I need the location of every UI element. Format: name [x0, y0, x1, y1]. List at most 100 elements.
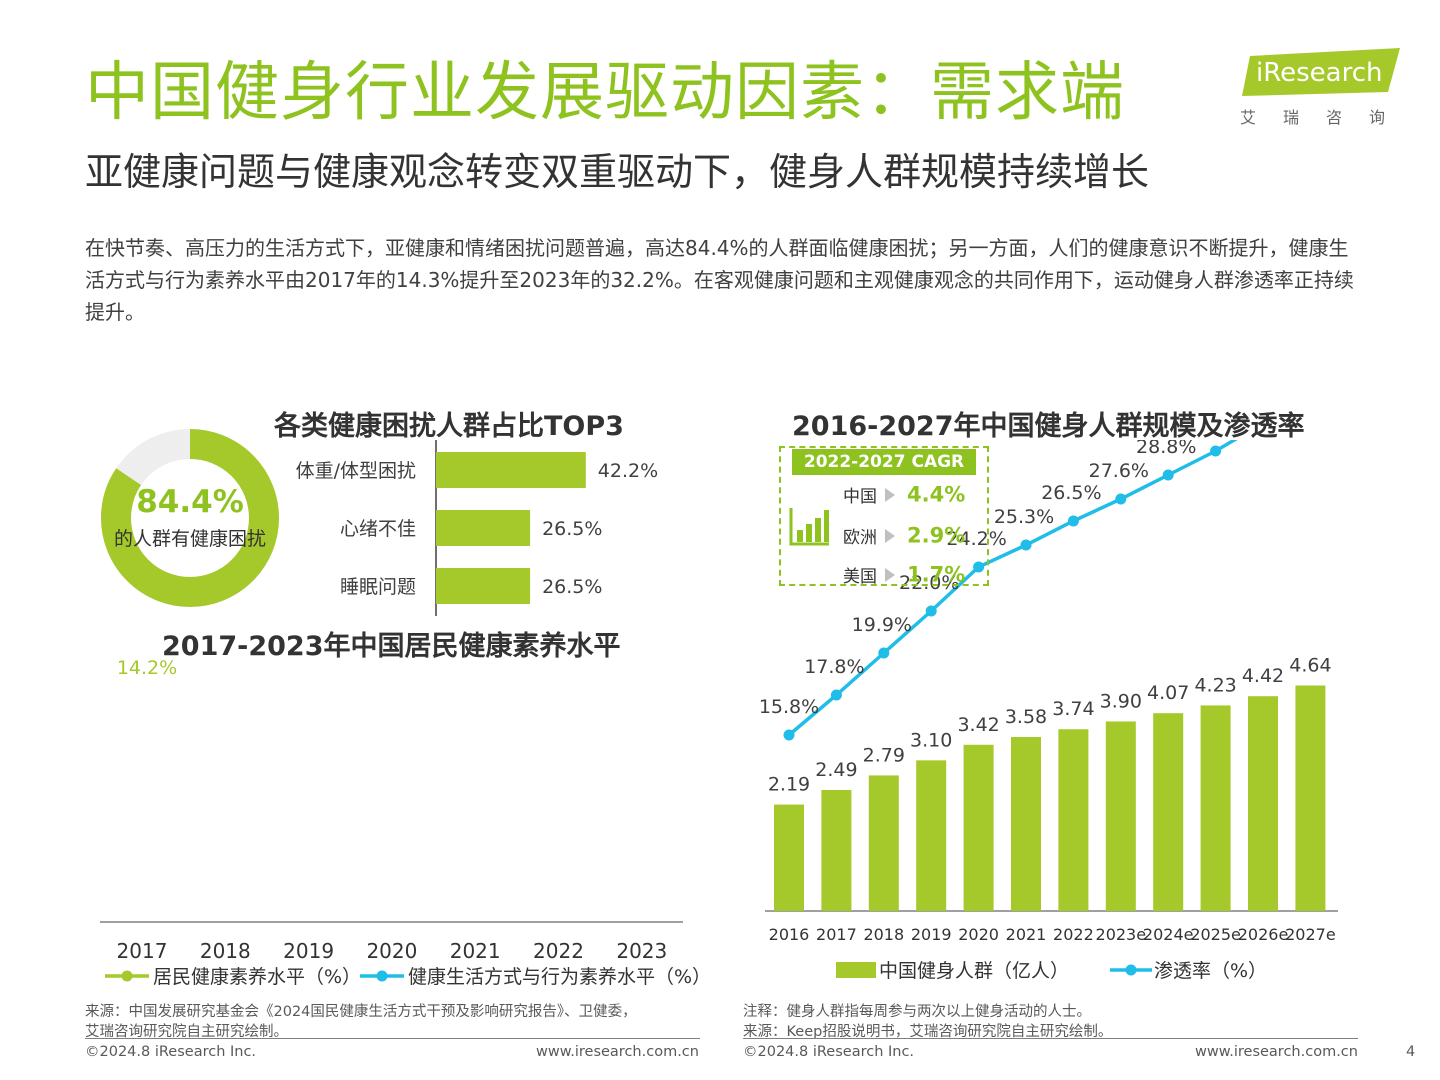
- penetration-label: 24.2%: [946, 528, 1006, 550]
- bar-value-label: 4.07: [1147, 682, 1189, 704]
- x-tick-label: 2019: [283, 939, 334, 963]
- x-tick-label: 2023: [616, 939, 667, 963]
- triangle-right-icon: [885, 567, 895, 582]
- x-tick-label: 2020: [366, 939, 417, 963]
- penetration-point: [925, 605, 937, 617]
- x-tick-label: 2019: [911, 925, 952, 944]
- literacy-chart-title: 2017-2023年中国居民健康素养水平: [162, 631, 621, 662]
- source-line: 注释：健身人群指每周参与两次以上健身活动的人士。: [743, 1004, 1091, 1020]
- legend-label: 健康生活方式与行为素养水平（%）: [408, 966, 700, 988]
- fitness-population-bar: [1295, 685, 1326, 911]
- legend-label: 居民健康素养水平（%）: [153, 966, 361, 988]
- bar-value-label: 26.5%: [542, 576, 602, 598]
- cagr-box: 2022-2027 CAGR 中国 4.4% 欧洲 2.9% 美国 1.7%: [779, 446, 989, 587]
- x-tick-label: 2023e: [1096, 925, 1147, 944]
- x-tick-label: 2026e: [1238, 925, 1289, 944]
- footer-divider: [743, 1038, 1358, 1039]
- x-tick-label: 2022: [1053, 925, 1094, 944]
- cagr-region: 欧洲: [843, 528, 877, 548]
- penetration-point: [1210, 445, 1222, 457]
- fitness-population-bar: [916, 760, 947, 911]
- donut-value: 84.4%: [136, 484, 244, 520]
- logo-banner-icon: [1242, 48, 1400, 96]
- fitness-population-bar: [821, 789, 852, 911]
- fitness-chart-title: 2016-2027年中国健身人群规模及渗透率: [792, 411, 1305, 442]
- legend-label: 中国健身人群（亿人）: [879, 960, 1069, 982]
- bar-value-label: 4.23: [1194, 674, 1236, 696]
- copyright: ©2024.8 iResearch Inc.: [743, 1044, 915, 1060]
- x-tick-label: 2018: [863, 925, 904, 944]
- cagr-value: 1.7%: [907, 562, 966, 587]
- source-line: 来源：中国发展研究基金会《2024国民健康生活方式干预及影响研究报告》、卫健委，: [85, 1004, 637, 1020]
- penetration-point: [1115, 493, 1127, 505]
- bar-value-label: 3.10: [910, 729, 952, 751]
- page-number: 4: [1406, 1044, 1416, 1060]
- health-issue-bar: [436, 568, 531, 604]
- legend-marker: [376, 970, 388, 982]
- triangle-right-icon: [885, 487, 895, 502]
- website-link[interactable]: www.iresearch.com.cn: [536, 1044, 699, 1060]
- bar-value-label: 3.58: [1005, 706, 1047, 728]
- bar-value-label: 4.42: [1242, 665, 1284, 687]
- page-subtitle: 亚健康问题与健康观念转变双重驱动下，健身人群规模持续增长: [85, 150, 1150, 194]
- health-issue-bar: [436, 510, 531, 546]
- penetration-label: 28.8%: [1136, 440, 1196, 458]
- x-tick-label: 2021: [1006, 925, 1047, 944]
- penetration-label: 25.3%: [994, 506, 1054, 528]
- bar-category-label: 体重/体型困扰: [296, 460, 416, 482]
- x-tick-label: 2020: [958, 925, 999, 944]
- cagr-title: 2022-2027 CAGR: [792, 449, 976, 475]
- source-note-right: 注释：健身人群指每周参与两次以上健身活动的人士。 来源：Keep招股说明书，艾瑞…: [743, 1002, 1112, 1042]
- donut-main-slice: [101, 429, 279, 607]
- page-title: 中国健身行业发展驱动因素：需求端: [85, 56, 1125, 130]
- penetration-point: [1020, 539, 1032, 551]
- penetration-label: 17.8%: [804, 656, 864, 678]
- bar-value-label: 3.74: [1052, 698, 1094, 720]
- penetration-point: [878, 647, 890, 659]
- logo-chinese: 艾瑞咨询: [1240, 108, 1413, 127]
- x-tick-label: 2018: [200, 939, 251, 963]
- fitness-combo-chart: 2.19 2016 2.49 2017 2.79 2018 3.10 2019 3.42 2020…: [759, 440, 1338, 982]
- legend-bar-swatch: [836, 962, 876, 978]
- bar-value-label: 3.42: [957, 714, 999, 736]
- cagr-region: 美国: [843, 567, 877, 587]
- fitness-population-bar: [1153, 713, 1184, 911]
- bar-value-label: 26.5%: [542, 518, 602, 540]
- x-tick-label: 2017: [816, 925, 857, 944]
- penetration-point: [1162, 469, 1174, 481]
- health-donut-chart: [101, 429, 279, 607]
- legend-marker: [1125, 964, 1137, 976]
- bar-value-label: 4.64: [1289, 654, 1331, 676]
- x-tick-label: 2025e: [1190, 925, 1241, 944]
- literacy-line-chart: 201720182019202020212022202314.2%17.1%19…: [100, 660, 700, 988]
- source-line: 来源：Keep招股说明书，艾瑞咨询研究院自主研究绘制。: [743, 1024, 1113, 1040]
- x-tick-label: 2024e: [1143, 925, 1194, 944]
- top3-chart-title: 各类健康困扰人群占比TOP3: [274, 411, 624, 442]
- bar-category-label: 睡眠问题: [340, 576, 416, 598]
- bar-chart-icon: [789, 508, 829, 546]
- fitness-population-bar: [774, 804, 804, 911]
- x-tick-label: 2021: [450, 939, 501, 963]
- bar-value-label: 2.19: [768, 774, 810, 796]
- fitness-population-bar: [1248, 696, 1278, 911]
- fitness-population-bar: [868, 775, 899, 911]
- cagr-row-europe: 欧洲 2.9%: [843, 523, 965, 549]
- penetration-point: [830, 689, 842, 701]
- x-tick-label: 2017: [117, 939, 168, 963]
- fitness-population-bar: [1058, 729, 1089, 911]
- bar-value-label: 42.2%: [598, 460, 658, 482]
- website-link[interactable]: www.iresearch.com.cn: [1195, 1044, 1358, 1060]
- intro-paragraph: 在快节奏、高压力的生活方式下，亚健康和情绪困扰问题普遍，高达84.4%的人群面临…: [85, 236, 1354, 324]
- x-tick-label: 2022: [533, 939, 584, 963]
- penetration-label: 27.6%: [1089, 460, 1149, 482]
- penetration-line: [787, 440, 1238, 737]
- copyright: ©2024.8 iResearch Inc.: [85, 1044, 257, 1060]
- penetration-label: 26.5%: [1041, 482, 1101, 504]
- iresearch-logo: iResearch 艾瑞咨询: [1238, 48, 1400, 128]
- legend-marker: [121, 970, 133, 982]
- legend-label: 渗透率（%）: [1154, 960, 1267, 982]
- data-label: 14.2%: [117, 660, 177, 679]
- fitness-population-bar: [1200, 705, 1231, 911]
- penetration-point: [783, 729, 795, 741]
- cagr-value: 4.4%: [907, 482, 966, 507]
